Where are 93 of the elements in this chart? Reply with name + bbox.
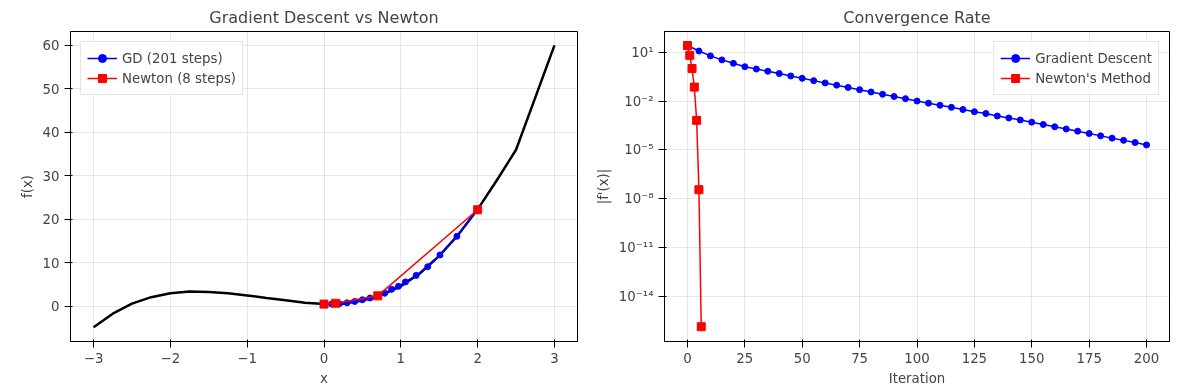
x-tick-label: 3: [550, 350, 559, 366]
x-tick-label: 200: [1133, 350, 1160, 366]
point: [764, 67, 772, 75]
point: [1062, 125, 1070, 133]
point: [913, 97, 921, 105]
point: [947, 103, 955, 111]
y-tick-label: 30: [42, 168, 60, 184]
y-tick-label: 60: [42, 38, 60, 54]
point: [395, 282, 403, 290]
y-tick-label: 10⁻¹¹: [618, 239, 654, 255]
x-tick-label: 1: [396, 350, 406, 366]
point: [787, 72, 795, 80]
point: [696, 322, 706, 332]
y-tick-label: 50: [42, 81, 60, 97]
point: [879, 90, 887, 98]
chart-title: Gradient Descent vs Newton: [209, 7, 439, 27]
point: [1039, 121, 1047, 128]
point: [821, 79, 829, 87]
y-tick-label: 10¹: [631, 44, 654, 60]
point: [775, 70, 783, 78]
point: [401, 278, 409, 286]
y-axis-title: f(x): [19, 175, 35, 198]
point: [924, 99, 932, 107]
x-tick-label: 75: [851, 350, 869, 366]
x-tick-label: 0: [319, 350, 329, 366]
point: [1143, 141, 1151, 149]
point: [1097, 132, 1105, 140]
x-tick-label: 50: [793, 350, 811, 366]
point: [993, 112, 1001, 120]
point: [959, 106, 967, 114]
x-axis-title: Iteration: [888, 370, 946, 386]
point: [867, 88, 875, 96]
point: [1131, 139, 1139, 147]
x-tick-label: −3: [83, 350, 104, 366]
point: [424, 263, 432, 271]
point: [694, 185, 704, 195]
point: [718, 56, 726, 64]
legend-label: Newton (8 steps): [122, 70, 237, 86]
point: [1085, 130, 1093, 138]
point: [689, 82, 699, 92]
chart-title: Convergence Rate: [843, 7, 991, 27]
y-tick-label: 20: [42, 212, 60, 228]
point: [902, 95, 910, 103]
legend-label: Gradient Descent: [1035, 50, 1152, 66]
point: [856, 86, 864, 94]
y-tick-label: 10⁻²: [624, 93, 654, 109]
point: [436, 251, 444, 259]
point: [936, 101, 944, 109]
point: [695, 47, 703, 55]
point: [331, 298, 341, 308]
point: [412, 271, 420, 279]
y-tick-label: 0: [51, 299, 60, 315]
y-tick-label: 10⁻¹⁴: [618, 288, 654, 304]
point: [388, 285, 396, 293]
point: [706, 52, 714, 60]
point: [685, 50, 695, 60]
point: [844, 83, 852, 91]
point: [1120, 136, 1128, 144]
point: [1005, 114, 1013, 122]
point: [970, 108, 978, 116]
legend-label: Newton's Method: [1035, 70, 1151, 86]
x-tick-label: 150: [1019, 350, 1045, 366]
x-tick-label: 125: [961, 350, 988, 366]
point: [752, 65, 760, 73]
point: [982, 110, 990, 118]
x-tick-label: 2: [473, 350, 482, 366]
y-tick-label: 40: [42, 125, 60, 141]
point: [1074, 127, 1082, 135]
point: [1016, 116, 1024, 124]
point: [687, 64, 697, 74]
x-tick-label: 0: [683, 350, 692, 366]
point: [810, 77, 818, 85]
y-tick-label: 10⁻⁵: [624, 142, 654, 158]
point: [453, 232, 461, 240]
x-axis-title: x: [320, 370, 329, 386]
point: [692, 115, 702, 125]
point: [1051, 123, 1059, 131]
point: [1028, 118, 1036, 126]
x-tick-label: 175: [1076, 350, 1102, 366]
x-tick-label: −1: [237, 350, 258, 366]
y-tick-label: 10⁻⁸: [624, 191, 654, 207]
point: [890, 93, 898, 100]
point: [1108, 134, 1116, 142]
point: [798, 74, 806, 82]
y-tick-label: 10: [42, 255, 60, 271]
point: [833, 81, 841, 89]
legend-label: GD (201 steps): [122, 50, 223, 66]
x-tick-label: 100: [904, 350, 930, 366]
point: [729, 59, 737, 67]
point: [741, 63, 749, 71]
x-tick-label: −2: [160, 350, 181, 366]
x-tick-label: 25: [736, 350, 754, 366]
y-axis-title: |f'(x)|: [595, 168, 612, 205]
